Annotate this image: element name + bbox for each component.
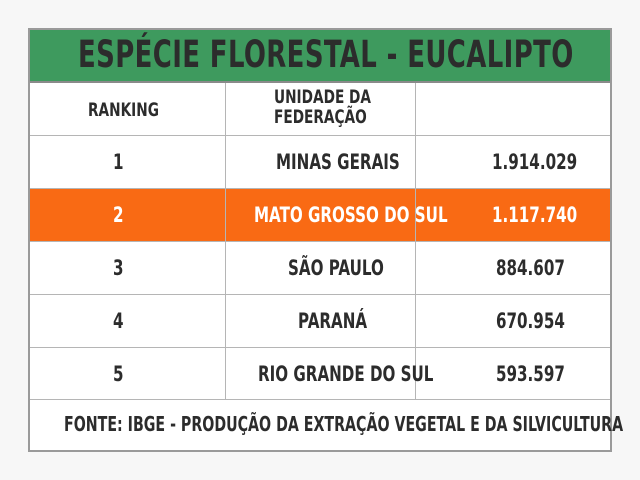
value: 670.954 [496,309,565,333]
rank-value: 4 [113,309,124,333]
header-row: RANKING UNIDADE DA FEDERAÇÃO [30,83,610,136]
state-name: RIO GRANDE DO SUL [258,362,434,386]
table-row: 3 SÃO PAULO 884.607 [30,242,610,295]
source-footer: FONTE: IBGE - PRODUÇÃO DA EXTRAÇÃO VEGET… [30,400,623,450]
rank-value: 5 [113,362,124,386]
header-value-cell [416,83,610,135]
value: 593.597 [496,362,565,386]
value-cell: 1.117.740 [416,189,610,241]
title-bar: ESPÉCIE FLORESTAL - EUCALIPTO [30,30,610,83]
header-unidade-cell: UNIDADE DA FEDERAÇÃO [226,83,416,135]
rank-cell: 4 [30,295,226,347]
state-cell: MATO GROSSO DO SUL [226,189,448,241]
table-row-highlighted: 2 MATO GROSSO DO SUL 1.117.740 [30,189,610,242]
value-cell: 670.954 [416,295,610,347]
rank-value: 3 [113,256,124,280]
rank-cell: 3 [30,242,226,294]
table-row: 1 MINAS GERAIS 1.914.029 [30,136,610,189]
source-note: FONTE: IBGE - PRODUÇÃO DA EXTRAÇÃO VEGET… [64,412,624,436]
rank-cell: 1 [30,136,226,188]
header-unidade-line2: FEDERAÇÃO [274,106,367,128]
value-cell: 593.597 [416,348,610,399]
state-name: SÃO PAULO [288,256,384,280]
header-ranking-cell: RANKING [30,83,226,135]
value: 1.914.029 [492,150,578,174]
table-row: 4 PARANÁ 670.954 [30,295,610,348]
header-ranking: RANKING [88,99,159,121]
rank-cell: 5 [30,348,226,399]
rank-value: 1 [113,150,124,174]
state-cell: RIO GRANDE DO SUL [226,348,433,399]
value-cell: 884.607 [416,242,610,294]
table-row: 5 RIO GRANDE DO SUL 593.597 [30,348,610,400]
value: 884.607 [496,256,565,280]
rank-cell: 2 [30,189,226,241]
state-cell: PARANÁ [226,295,416,347]
header-unidade-line1: UNIDADE DA [274,86,371,108]
rank-value: 2 [113,203,124,227]
state-name: MINAS GERAIS [276,150,400,174]
value-cell: 1.914.029 [416,136,610,188]
state-name: PARANÁ [298,309,368,333]
value: 1.117.740 [492,203,578,227]
state-cell: SÃO PAULO [226,242,416,294]
ranking-table: ESPÉCIE FLORESTAL - EUCALIPTO RANKING UN… [28,28,623,452]
state-cell: MINAS GERAIS [226,136,416,188]
table-title: ESPÉCIE FLORESTAL - EUCALIPTO [78,33,574,76]
state-name: MATO GROSSO DO SUL [254,203,448,227]
